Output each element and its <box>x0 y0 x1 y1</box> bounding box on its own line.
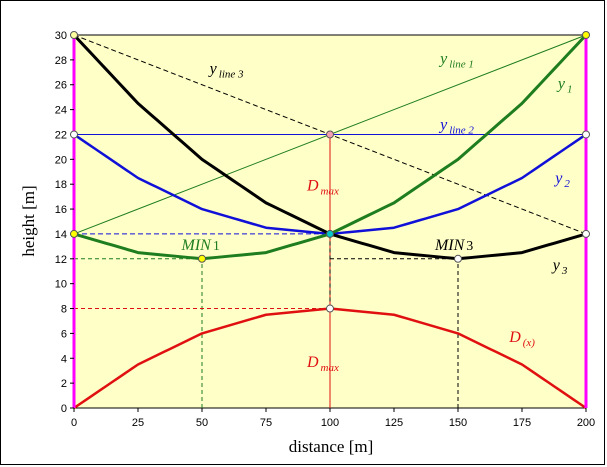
label-yline2: y line 2 <box>438 116 474 136</box>
y-tick-label: 22 <box>55 129 67 141</box>
y-tick-label: 4 <box>61 353 67 365</box>
annotations: y line 3 y line 1 y 1 y line 2 y 2 D max MIN 1 MIN 3 y 3 D… <box>181 51 573 374</box>
y-tick-label: 10 <box>55 279 67 291</box>
x-tick-label: 150 <box>449 417 467 429</box>
point-marker <box>70 229 78 238</box>
markers <box>70 31 590 313</box>
point-marker <box>70 130 78 139</box>
y-tick-label: 24 <box>55 105 67 117</box>
y-tick-label: 26 <box>55 80 67 92</box>
label-min3: MIN 3 <box>434 237 473 254</box>
side-bars <box>72 35 588 408</box>
point-marker <box>582 130 590 139</box>
point-marker <box>582 229 590 238</box>
point-marker <box>326 229 334 238</box>
axes: 0 25 50 75 100 125 150 175 200024681012141618202… <box>55 30 595 429</box>
label-dx: D (x) <box>508 329 535 349</box>
y-tick-label: 6 <box>61 328 67 340</box>
x-axis-label: distance [m] <box>289 437 374 456</box>
label-min1: MIN 1 <box>181 237 220 254</box>
x-tick-label: 0 <box>71 417 77 429</box>
y-tick-label: 28 <box>55 55 67 67</box>
x-tick-label: 200 <box>577 417 595 429</box>
point-marker <box>326 304 334 313</box>
y-tick-label: 20 <box>55 154 67 166</box>
y-tick-label: 30 <box>55 30 67 42</box>
y-axis-label: height [m] <box>19 185 38 256</box>
x-tick-label: 50 <box>196 417 208 429</box>
point-marker <box>326 130 334 139</box>
guide-lines <box>74 134 459 408</box>
label-yline3: y line 3 <box>208 61 244 81</box>
x-tick-label: 25 <box>132 417 144 429</box>
y-tick-label: 12 <box>55 254 67 266</box>
x-tick-label: 75 <box>260 417 272 429</box>
y-tick-label: 0 <box>61 403 67 415</box>
y-tick-label: 18 <box>55 179 67 191</box>
point-marker <box>582 31 590 39</box>
point-marker <box>454 254 462 263</box>
x-tick-label: 175 <box>513 417 531 429</box>
point-marker <box>70 31 78 39</box>
point-marker <box>198 254 206 263</box>
y-tick-label: 2 <box>61 378 67 390</box>
y-tick-label: 14 <box>55 229 67 241</box>
label-yline1: y line 1 <box>438 51 474 71</box>
y-tick-label: 8 <box>61 304 67 316</box>
x-tick-label: 100 <box>321 417 339 429</box>
y-tick-label: 16 <box>55 204 67 216</box>
x-tick-label: 125 <box>385 417 403 429</box>
